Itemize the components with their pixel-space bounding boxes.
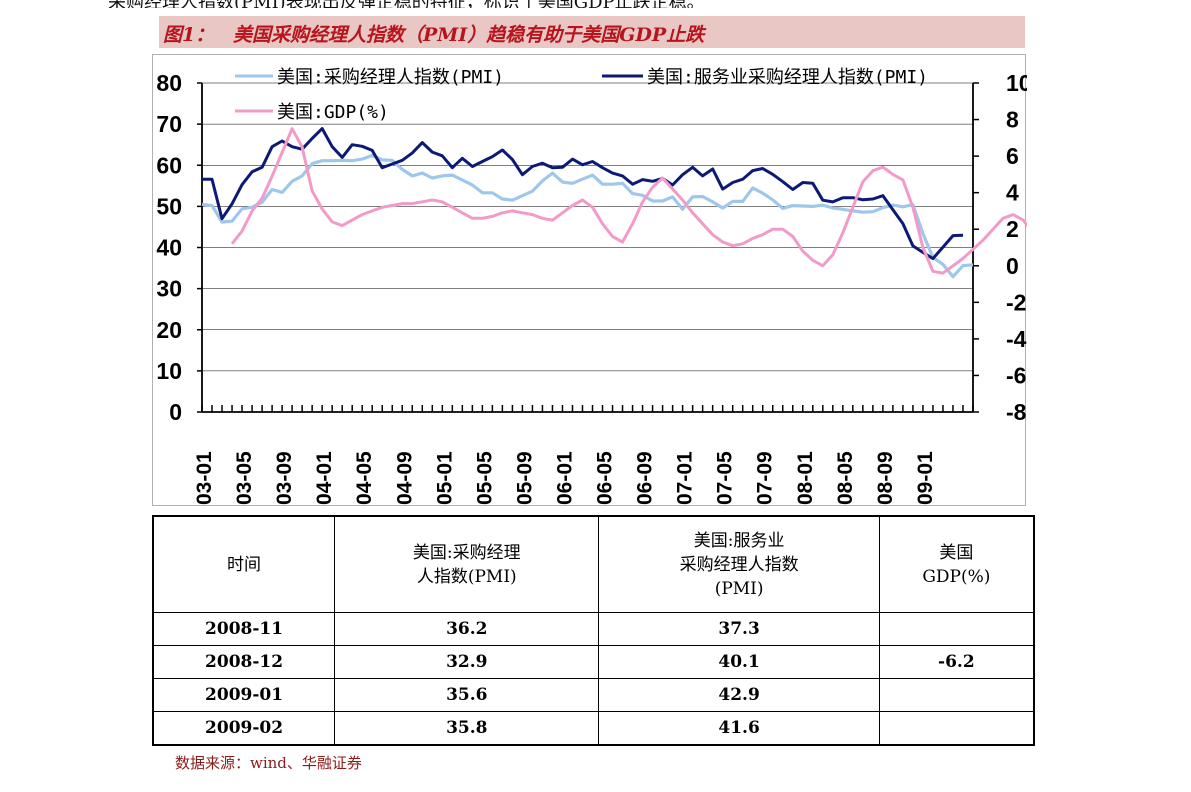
table-cell <box>878 612 1035 646</box>
header-line: 人指数(PMI) <box>416 566 517 587</box>
table-cell <box>878 678 1035 712</box>
right-tick-label: 0 <box>1006 253 1019 279</box>
table-row: 2008-11 36.2 37.3 <box>152 612 1035 646</box>
right-tick-label: -4 <box>1006 326 1027 352</box>
header-pmi: 美国:采购经理 人指数(PMI) <box>334 515 600 613</box>
table-cell: 36.2 <box>334 612 600 646</box>
x-tick-label: 04-09 <box>393 451 416 505</box>
x-tick-label: 03-05 <box>233 451 256 505</box>
legend-services-pmi-label: 美国:服务业采购经理人指数(PMI) <box>647 67 928 88</box>
x-tick-label: 09-01 <box>914 451 937 505</box>
legend-gdp-label: 美国:GDP(%) <box>277 102 389 123</box>
top-cut-text: 采购经理人指数(PMI)表现出反弹企稳的特征，标识了美国GDP止跌企稳。 <box>108 0 988 8</box>
x-tick-label: 07-01 <box>674 451 697 505</box>
right-tick-label: 6 <box>1006 143 1019 169</box>
x-tick-label: 08-01 <box>794 451 817 505</box>
x-tick-label: 08-05 <box>834 451 857 505</box>
x-tick-label: 07-09 <box>754 451 777 505</box>
right-tick-label: -6 <box>1006 362 1026 388</box>
x-tick-label: 03-01 <box>193 451 216 505</box>
source-note: 数据来源：wind、华融证券 <box>175 754 362 772</box>
table-cell <box>878 711 1035 746</box>
table-cell: 35.6 <box>334 678 600 712</box>
table-header-row: 时间 美国:采购经理 人指数(PMI) 美国:服务业 采购经理人指数 (PMI) 美国… <box>152 515 1035 613</box>
x-tick-label: 05-01 <box>433 451 456 505</box>
right-tick-label: 8 <box>1006 107 1019 133</box>
right-tick-label: 4 <box>1006 180 1019 206</box>
right-tick-label: -2 <box>1006 289 1026 315</box>
left-tick-label: 10 <box>156 358 182 384</box>
x-tick-label: 03-09 <box>273 451 296 505</box>
header-line: 美国:服务业 <box>693 530 785 551</box>
left-tick-label: 20 <box>156 317 182 343</box>
data-table: 时间 美国:采购经理 人指数(PMI) 美国:服务业 采购经理人指数 (PMI) 美国… <box>152 515 1035 746</box>
table-cell: 2008-11 <box>152 612 336 646</box>
table-cell: 2008-12 <box>152 645 336 679</box>
left-tick-label: 40 <box>156 235 182 261</box>
table-cell: 37.3 <box>598 612 880 646</box>
header-line: 美国:采购经理 <box>412 542 521 563</box>
legend-pmi-label: 美国:采购经理人指数(PMI) <box>277 67 504 88</box>
services-pmi-series-line <box>202 127 964 261</box>
table-cell: 2009-02 <box>152 711 336 746</box>
x-tick-label: 06-01 <box>553 451 576 505</box>
header-time: 时间 <box>152 515 336 613</box>
right-tick-label: 10 <box>1006 70 1027 96</box>
left-tick-label: 50 <box>156 193 182 219</box>
table-cell: 42.9 <box>598 678 880 712</box>
table-row: 2009-02 35.8 41.6 <box>152 711 1035 746</box>
table-row: 2009-01 35.6 42.9 <box>152 678 1035 712</box>
x-tick-label: 06-05 <box>594 451 617 505</box>
left-tick-label: 30 <box>156 276 182 302</box>
x-tick-label: 05-09 <box>513 451 536 505</box>
chart-frame: 0 10 20 30 40 50 60 70 80 10 8 6 4 2 0 -2 -4 -6 -8 03-01 03-… <box>152 54 1027 506</box>
figure-number: 图1： <box>163 24 215 46</box>
table-row: 2008-12 32.9 40.1 -6.2 <box>152 645 1035 679</box>
x-tick-label: 07-05 <box>714 451 737 505</box>
figure-title: 美国采购经理人指数（PMI）趋稳有助于美国GDP止跌 <box>233 24 705 46</box>
header-gdp: 美国 GDP(%) <box>878 515 1035 613</box>
left-tick-label: 70 <box>156 111 182 137</box>
header-line: 美国 <box>939 542 974 563</box>
right-tick-label: 2 <box>1006 216 1019 242</box>
header-line: GDP(%) <box>922 566 991 587</box>
table-cell: 32.9 <box>334 645 600 679</box>
table-cell: 35.8 <box>334 711 600 746</box>
left-tick-label: 80 <box>156 70 182 96</box>
figure-title-banner: 图1： 美国采购经理人指数（PMI）趋稳有助于美国GDP止跌 <box>159 16 1025 48</box>
table-cell: -6.2 <box>878 645 1035 679</box>
header-line: 时间 <box>227 554 262 575</box>
table-cell: 41.6 <box>598 711 880 746</box>
x-tick-label: 04-01 <box>313 451 336 505</box>
table-cell: 40.1 <box>598 645 880 679</box>
header-line: 采购经理人指数 <box>679 554 799 575</box>
left-tick-label: 60 <box>156 152 182 178</box>
header-services-pmi: 美国:服务业 采购经理人指数 (PMI) <box>598 515 880 613</box>
x-tick-label: 08-09 <box>874 451 897 505</box>
gdp-series-line <box>230 127 1027 275</box>
right-tick-label: -8 <box>1006 399 1027 425</box>
pmi-series-line <box>201 153 974 279</box>
x-tick-label: 06-09 <box>634 451 657 505</box>
table-cell: 2009-01 <box>152 678 336 712</box>
x-tick-label: 05-05 <box>473 451 496 505</box>
x-tick-label: 04-05 <box>353 451 376 505</box>
left-tick-label: 0 <box>169 399 182 425</box>
header-line: (PMI) <box>714 578 764 599</box>
